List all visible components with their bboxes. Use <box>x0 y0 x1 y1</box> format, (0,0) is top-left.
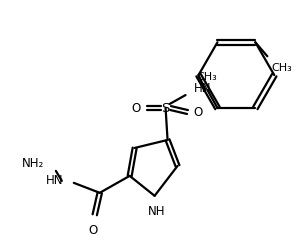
Text: S: S <box>161 102 170 115</box>
Text: CH₃: CH₃ <box>196 72 217 82</box>
Text: NH₂: NH₂ <box>22 157 44 170</box>
Text: HN: HN <box>194 82 211 95</box>
Text: O: O <box>131 102 140 115</box>
Text: CH₃: CH₃ <box>271 63 292 73</box>
Text: O: O <box>194 106 203 119</box>
Text: NH: NH <box>148 205 165 218</box>
Text: HN: HN <box>46 174 64 187</box>
Text: O: O <box>88 224 97 237</box>
